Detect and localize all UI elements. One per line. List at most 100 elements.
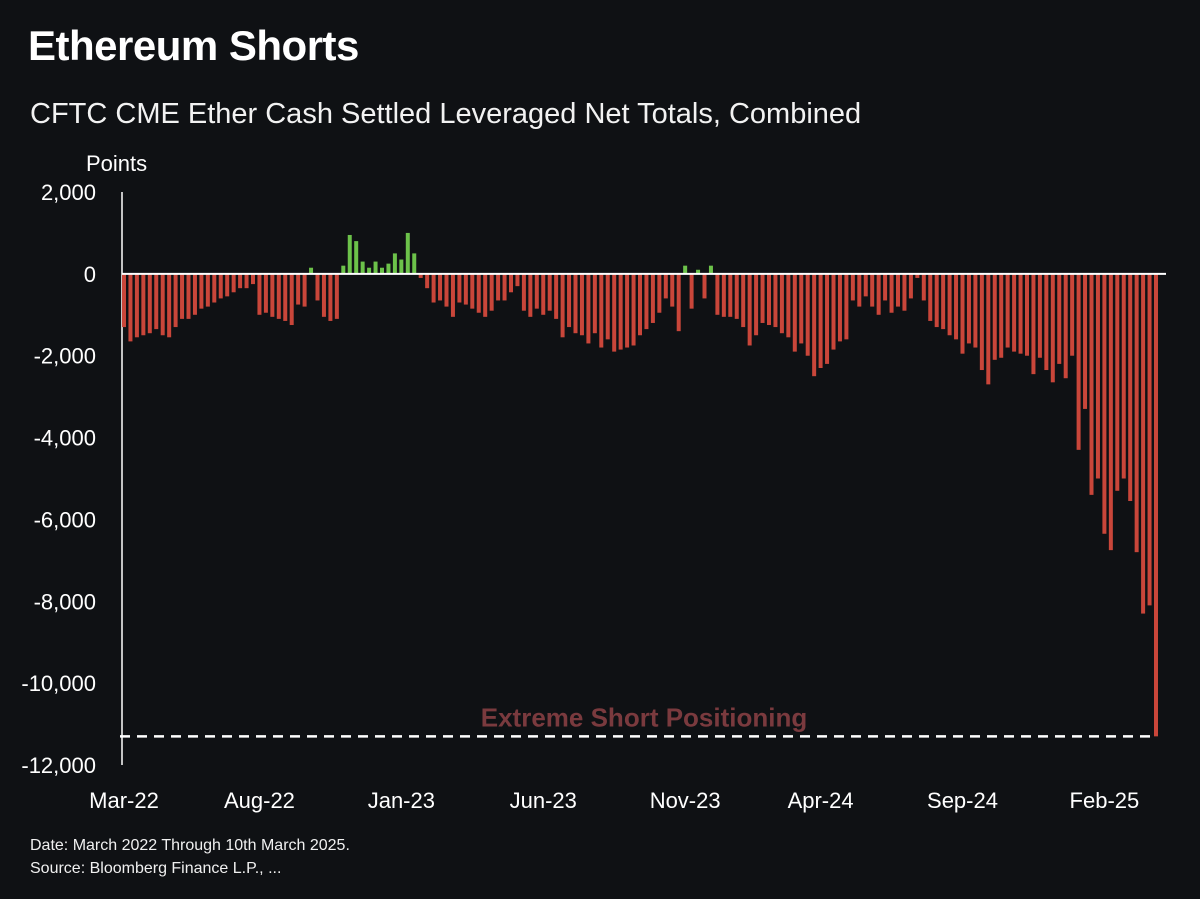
x-axis: Mar-22 Aug-22 Jan-23 Jun-23 Nov-23 Apr-24 Sep-… [89,788,1139,813]
bar [141,273,146,336]
bar [844,273,849,340]
bar [631,273,636,346]
bar [676,273,681,332]
y-tick-label: -2,000 [34,344,96,369]
bar [612,273,617,352]
y-tick-label: -4,000 [34,426,96,451]
x-tick-label: Apr-24 [788,788,854,813]
bar [915,273,920,278]
bar [528,273,533,317]
bar [1102,273,1107,534]
bar [779,273,784,334]
bar [1076,273,1081,450]
bar [876,273,881,315]
bar [805,273,810,356]
bar [450,273,455,317]
bar [257,273,262,315]
bar [496,273,501,301]
x-tick-label: Sep-24 [927,788,998,813]
bar [1018,273,1023,354]
bar [863,273,868,297]
bar [1050,273,1055,383]
bar [1121,273,1126,479]
bar [1141,273,1146,614]
annotation-group: Extreme Short Positioning [120,702,1152,738]
bar [979,273,984,371]
bar [889,273,894,313]
bar [483,273,488,317]
bars [122,232,1166,737]
bar [857,273,862,307]
bar [180,273,185,319]
bar [463,273,468,305]
bar [773,273,778,328]
y-tick-label: -8,000 [34,589,96,614]
bar [992,273,997,360]
bar [321,273,326,317]
bar [592,273,597,334]
bar [289,273,294,326]
bar [734,273,739,319]
bar [870,273,875,307]
bar [334,273,339,319]
bar [754,273,759,336]
bar [747,273,752,346]
bar [825,273,830,364]
bar [1012,273,1017,352]
bar [380,267,384,274]
bar [1031,273,1036,375]
bar [1154,273,1158,737]
y-axis-label: Points [86,151,147,176]
bar [444,273,449,307]
bar [818,273,823,368]
bar [618,273,623,350]
bar [702,273,707,299]
bar [896,273,900,307]
bar [276,273,281,319]
bar [1037,273,1042,358]
bar [850,273,855,301]
bar [954,273,959,340]
bar [941,273,946,330]
bar [199,273,204,309]
bar [741,273,746,328]
bar [579,273,584,336]
bar [708,265,713,274]
bar [1083,273,1088,409]
bar [908,273,913,299]
x-tick-label: Jan-23 [368,788,435,813]
bar [812,273,817,377]
bar [999,273,1004,358]
bar [515,273,520,287]
bar [760,273,765,323]
bar [1025,273,1029,356]
bar [728,273,733,317]
bar [521,273,526,311]
bar [689,273,694,309]
y-tick-label: 0 [84,262,96,287]
source-note: Source: Bloomberg Finance L.P., ... [30,860,282,877]
y-tick-label: 2,000 [41,180,96,205]
bar [1057,273,1062,364]
bar [657,273,662,313]
bar [1070,273,1075,356]
bar [354,241,359,274]
bar [966,273,971,344]
bar [502,273,507,301]
bar [554,273,559,319]
bar [902,273,907,311]
bar [328,273,333,321]
bar [425,273,430,289]
bar [799,273,804,344]
bar [715,273,720,315]
bar [296,273,301,305]
bar [792,273,797,352]
x-tick-label: Feb-25 [1070,788,1140,813]
bar [683,265,688,274]
bar [263,273,268,313]
bar [1115,273,1120,491]
bar [696,269,701,274]
bar [1044,273,1049,371]
bar [412,253,417,274]
bar [212,273,217,303]
